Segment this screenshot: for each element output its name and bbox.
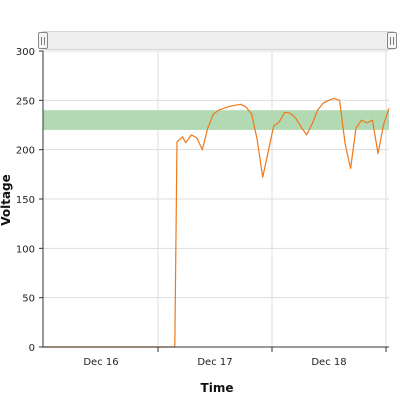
series-line	[43, 97, 390, 348]
range-selector[interactable]	[42, 31, 394, 50]
y-tick-label: 50	[22, 294, 35, 305]
range-handle-left[interactable]: ||	[38, 32, 48, 49]
y-tick-label: 100	[16, 244, 35, 255]
threshold-band-rect	[43, 110, 389, 130]
series	[43, 97, 390, 348]
y-tick-label: 250	[16, 96, 35, 107]
y-tick-label: 300	[16, 47, 35, 58]
y-axis-title: Voltage	[0, 174, 13, 226]
x-tick-label: Dec 16	[83, 357, 118, 368]
grid	[43, 50, 389, 348]
x-tick-label: Dec 17	[197, 357, 232, 368]
range-handle-right[interactable]: ||	[387, 32, 397, 49]
axes: 0 50 100 150 200 250 300 Dec 16 Dec 17 Dec 18	[16, 47, 389, 368]
y-tick-label: 150	[16, 195, 35, 206]
x-tick-label: Dec 18	[311, 357, 346, 368]
y-tick-label: 0	[29, 343, 35, 354]
x-axis-title: Time	[201, 381, 234, 395]
threshold-band	[43, 110, 389, 130]
y-tick-label: 200	[16, 146, 35, 157]
